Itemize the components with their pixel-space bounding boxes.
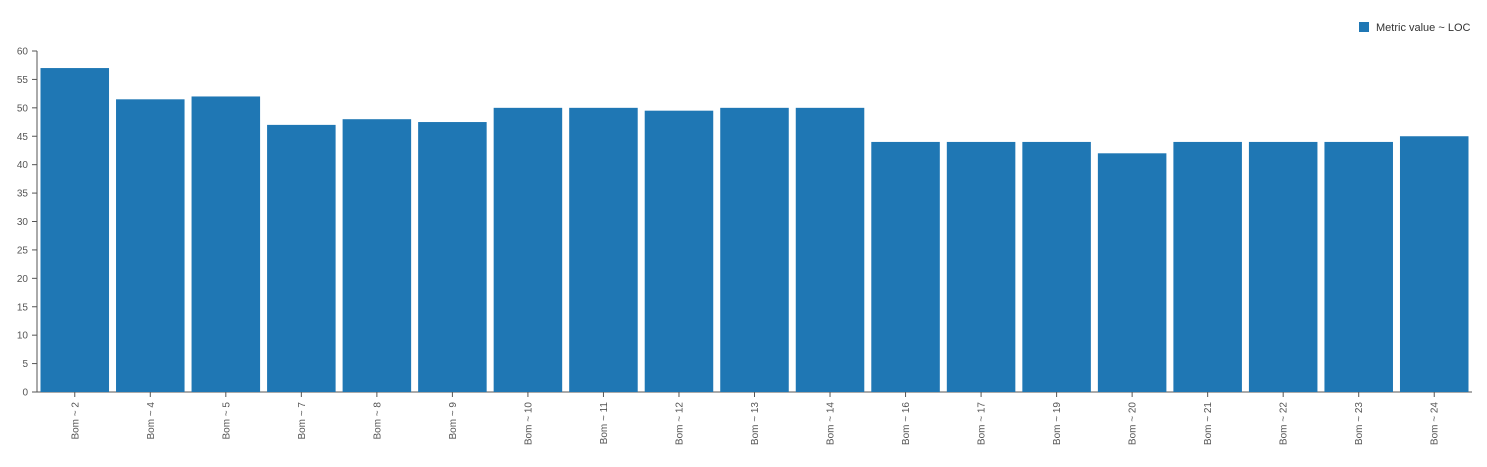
bar[interactable]: [644, 110, 714, 393]
x-tick-label: Bom ~ 14: [826, 402, 837, 446]
bar[interactable]: [795, 107, 865, 392]
bar[interactable]: [191, 96, 261, 392]
bar[interactable]: [40, 68, 110, 393]
y-tick-label: 60: [17, 47, 29, 58]
bar[interactable]: [871, 141, 940, 392]
y-tick-label: 20: [17, 274, 29, 285]
bar[interactable]: [1399, 136, 1469, 392]
bars: [40, 68, 1469, 393]
x-tick-label: Bom ~ 20: [1128, 402, 1139, 446]
x-tick-label: Bom ~ 16: [901, 402, 912, 446]
x-tick-label: Bom ~ 9: [448, 402, 459, 440]
bar[interactable]: [267, 124, 336, 392]
x-tick-label: Bom ~ 4: [146, 402, 157, 440]
x-tick-label: Bom ~ 11: [599, 402, 610, 445]
x-tick-label: Bom ~ 23: [1354, 402, 1365, 446]
bar[interactable]: [418, 122, 487, 393]
bar[interactable]: [342, 119, 412, 392]
y-tick-label: 35: [17, 189, 29, 200]
x-tick-label: Bom ~ 8: [372, 402, 383, 440]
y-tick-label: 50: [17, 103, 29, 114]
x-tick-label: Bom ~ 17: [977, 402, 988, 446]
legend-swatch: [1359, 22, 1369, 32]
bar[interactable]: [1022, 141, 1091, 392]
y-tick-label: 40: [17, 160, 29, 171]
bar[interactable]: [1324, 141, 1393, 392]
bar[interactable]: [116, 99, 185, 392]
y-tick-label: 15: [17, 302, 29, 313]
bar[interactable]: [1173, 141, 1242, 392]
bar[interactable]: [493, 107, 563, 392]
y-tick-label: 30: [17, 217, 29, 228]
x-tick-label: Bom ~ 2: [70, 402, 81, 440]
y-tick-label: 0: [22, 388, 28, 399]
bar[interactable]: [946, 141, 1016, 392]
x-tick-label: Bom ~ 12: [674, 402, 685, 446]
bar[interactable]: [1248, 141, 1318, 392]
x-tick-label: Bom ~ 7: [297, 402, 308, 440]
x-tick-label: Bom ~ 19: [1052, 402, 1063, 446]
bar[interactable]: [720, 107, 789, 392]
y-tick-label: 10: [17, 331, 29, 342]
x-tick-label: Bom ~ 13: [750, 402, 761, 446]
y-tick-label: 5: [22, 359, 28, 370]
legend: Metric value ~ LOC: [1359, 22, 1471, 34]
y-tick-label: 25: [17, 245, 29, 256]
y-tick-label: 45: [17, 132, 29, 143]
y-axis: 0 5 10 15 20 25 30 35 40 45 50 55 60: [17, 47, 38, 399]
y-tick-label: 55: [17, 75, 29, 86]
bar[interactable]: [569, 107, 638, 392]
x-tick-label: Bom ~ 24: [1430, 402, 1441, 446]
x-tick-label: Bom ~ 21: [1203, 402, 1214, 446]
x-tick-label: Bom ~ 22: [1279, 402, 1290, 446]
x-axis: Bom ~ 2 Bom ~ 4 Bom ~ 5 Bom ~ 7 Bom ~ 8 Bom ~…: [37, 391, 1472, 446]
x-tick-label: Bom ~ 5: [221, 402, 232, 440]
legend-label: Metric value ~ LOC: [1376, 22, 1471, 34]
x-tick-label: Bom ~ 10: [523, 402, 534, 446]
bar[interactable]: [1097, 153, 1167, 392]
